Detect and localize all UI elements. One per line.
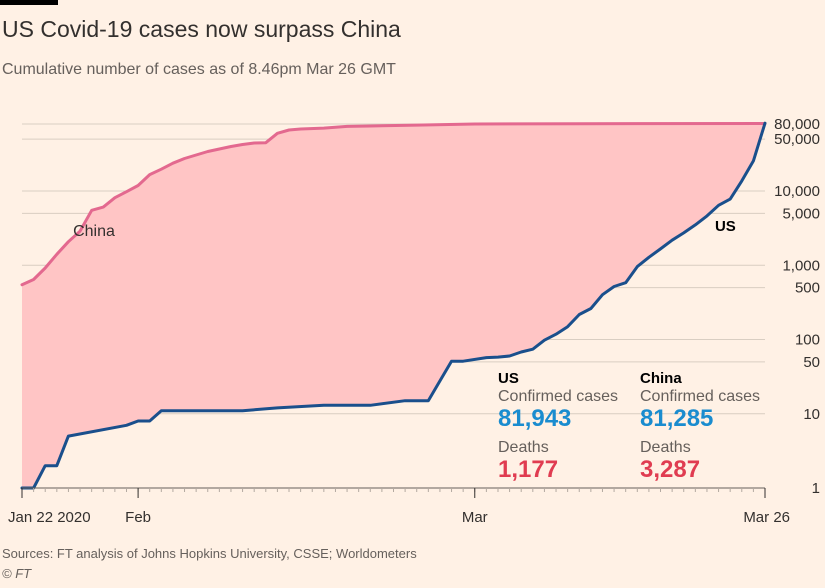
y-tick-label: 1 [812, 480, 820, 497]
china-stats: China Confirmed cases 81,285 Deaths 3,28… [640, 370, 760, 484]
series-lines [20, 121, 767, 490]
brand-bar [0, 0, 58, 5]
china-confirmed-label: Confirmed cases [640, 388, 761, 405]
y-tick-label: 5,000 [782, 205, 820, 222]
series-line-china [20, 122, 767, 287]
x-tick-label: Mar 26 [743, 509, 790, 526]
chart-title: US Covid-19 cases now surpass China [2, 16, 401, 42]
series-label-us: US [715, 218, 736, 235]
copyright: © FT [2, 566, 32, 581]
series-line-us [20, 121, 767, 490]
us-deaths-label: Deaths [498, 439, 549, 456]
china-confirmed-value: 81,285 [640, 405, 714, 432]
series-label-china: China [73, 223, 115, 240]
x-tick-label: Mar [462, 509, 488, 526]
series-labels: China US [73, 218, 736, 240]
us-stats-title: US [498, 370, 519, 387]
y-tick-label: 80,000 [774, 116, 820, 133]
us-confirmed-label: Confirmed cases [498, 388, 619, 405]
y-tick-label: 100 [795, 332, 820, 349]
x-tick-label: Jan 22 2020 [8, 509, 91, 526]
area-fill-between [22, 123, 765, 488]
us-deaths-value: 1,177 [498, 456, 559, 483]
chart-subtitle: Cumulative number of cases as of 8.46pm … [2, 61, 396, 78]
y-tick-label: 10,000 [774, 183, 820, 200]
us-confirmed-value: 81,943 [498, 405, 572, 432]
us-stats: US Confirmed cases 81,943 Deaths 1,177 [498, 370, 618, 484]
y-tick-label: 50,000 [774, 131, 820, 148]
source-note: Sources: FT analysis of Johns Hopkins Un… [2, 546, 417, 561]
x-axis: Jan 22 2020 Feb Mar Mar 26 [8, 487, 790, 526]
y-tick-label: 10 [803, 406, 820, 423]
area-fill [22, 123, 765, 488]
china-deaths-value: 3,287 [640, 456, 701, 483]
china-deaths-label: Deaths [640, 439, 691, 456]
x-tick-label: Feb [125, 509, 151, 526]
china-stats-title: China [640, 370, 682, 387]
y-tick-label: 1,000 [782, 257, 820, 274]
y-tick-label: 500 [795, 280, 820, 297]
y-tick-label: 50 [803, 354, 820, 371]
